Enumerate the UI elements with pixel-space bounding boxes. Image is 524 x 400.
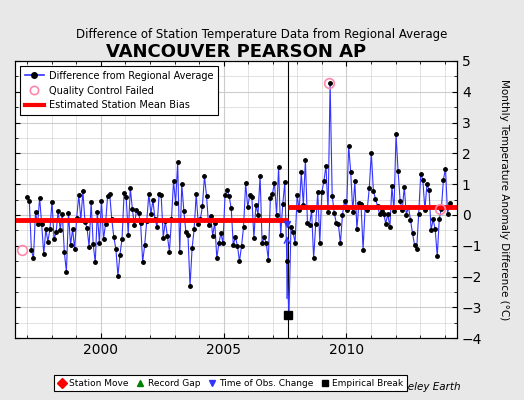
Text: Berkeley Earth: Berkeley Earth [385, 382, 461, 392]
Legend: Difference from Regional Average, Quality Control Failed, Estimated Station Mean: Difference from Regional Average, Qualit… [20, 66, 219, 115]
Y-axis label: Monthly Temperature Anomaly Difference (°C): Monthly Temperature Anomaly Difference (… [499, 79, 509, 320]
Title: VANCOUVER PEARSON AP: VANCOUVER PEARSON AP [106, 43, 366, 61]
Text: Difference of Station Temperature Data from Regional Average: Difference of Station Temperature Data f… [77, 28, 447, 41]
Legend: Station Move, Record Gap, Time of Obs. Change, Empirical Break: Station Move, Record Gap, Time of Obs. C… [54, 375, 407, 392]
